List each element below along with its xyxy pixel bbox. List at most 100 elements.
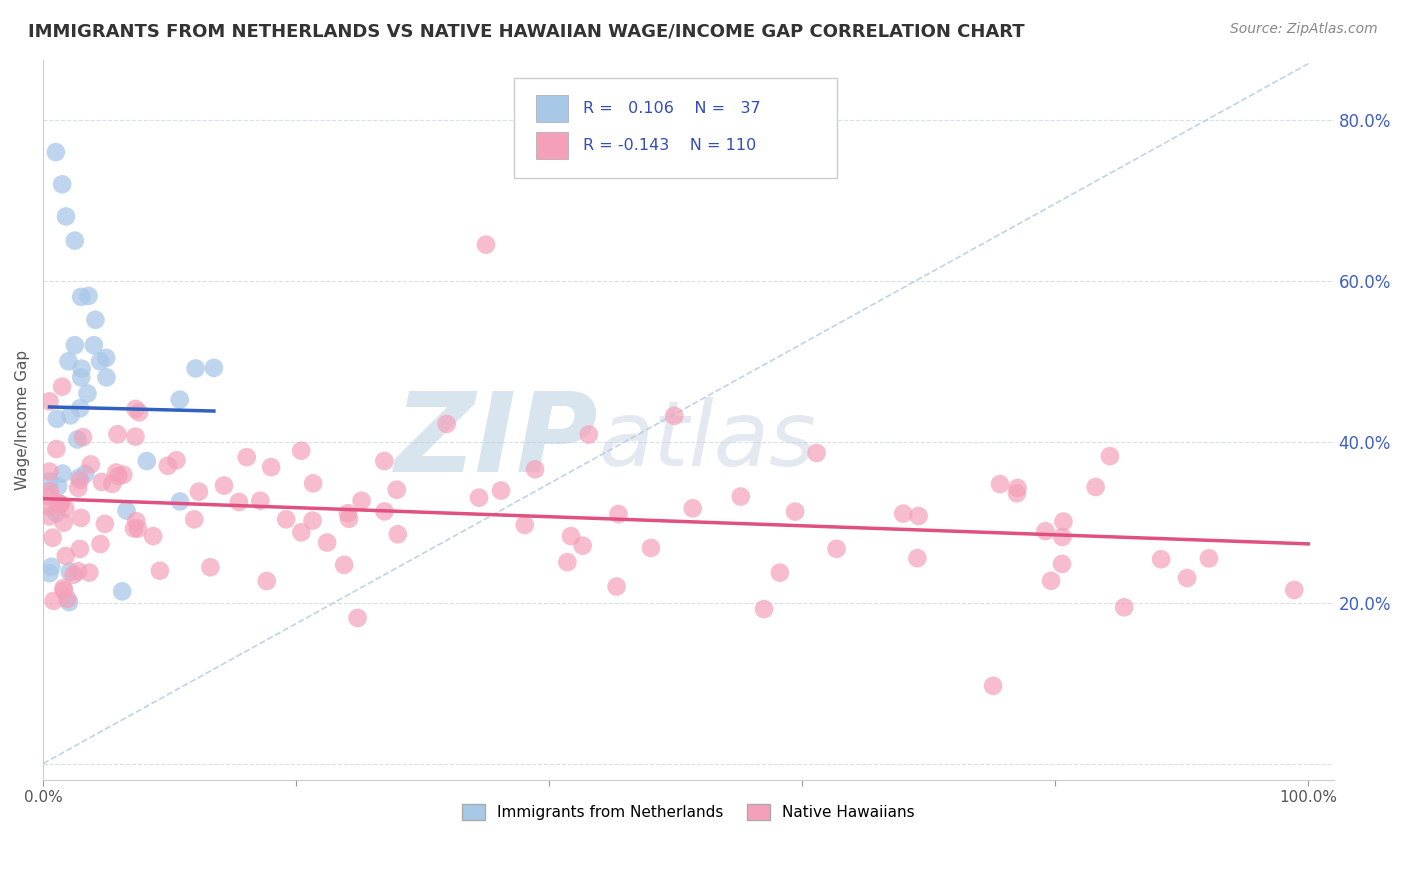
Point xyxy=(48,496,70,510)
Point xyxy=(96,370,118,384)
Point xyxy=(45,145,67,160)
Point xyxy=(59,565,82,579)
Point xyxy=(436,417,458,431)
Text: ZIP: ZIP xyxy=(395,388,598,495)
Point xyxy=(90,475,112,489)
Bar xyxy=(536,132,568,159)
Point xyxy=(513,518,536,533)
Point xyxy=(94,516,117,531)
Point xyxy=(290,443,312,458)
Point xyxy=(52,581,75,595)
Point xyxy=(350,493,373,508)
Point xyxy=(682,501,704,516)
Point xyxy=(52,516,75,530)
Point xyxy=(387,527,409,541)
Text: IMMIGRANTS FROM NETHERLANDS VS NATIVE HAWAIIAN WAGE/INCOME GAP CORRELATION CHART: IMMIGRANTS FROM NETHERLANDS VS NATIVE HA… xyxy=(28,22,1025,40)
Point xyxy=(336,506,359,520)
Point xyxy=(67,471,90,485)
Point xyxy=(1052,515,1074,529)
Point xyxy=(249,493,271,508)
Point xyxy=(1050,557,1073,571)
Point xyxy=(46,479,69,493)
Point xyxy=(66,433,89,447)
Point xyxy=(166,453,188,467)
Point xyxy=(124,401,146,416)
Point xyxy=(373,504,395,518)
Point xyxy=(42,594,65,608)
Point xyxy=(333,558,356,572)
Point xyxy=(70,511,93,525)
Point xyxy=(62,567,84,582)
Point xyxy=(52,583,75,598)
Point xyxy=(55,210,77,224)
Point xyxy=(187,484,209,499)
Point xyxy=(664,409,686,423)
Point xyxy=(301,514,323,528)
Point xyxy=(38,475,60,489)
Point xyxy=(105,466,128,480)
Point xyxy=(49,497,72,511)
Point xyxy=(183,512,205,526)
Point xyxy=(236,450,259,464)
Point xyxy=(67,481,90,495)
Point xyxy=(107,469,129,483)
Legend: Immigrants from Netherlands, Native Hawaiians: Immigrants from Netherlands, Native Hawa… xyxy=(456,797,921,826)
Point xyxy=(122,521,145,535)
Point xyxy=(84,312,107,326)
Point xyxy=(80,458,103,472)
Point xyxy=(149,564,172,578)
Point xyxy=(125,514,148,528)
Point xyxy=(489,483,512,498)
Point xyxy=(640,541,662,555)
Point xyxy=(1284,582,1306,597)
Point xyxy=(115,503,138,517)
Point xyxy=(907,508,929,523)
Text: R = -0.143    N = 110: R = -0.143 N = 110 xyxy=(582,137,756,153)
Point xyxy=(107,427,129,442)
Point xyxy=(202,360,225,375)
Point xyxy=(69,541,91,556)
Point xyxy=(45,442,67,456)
Point xyxy=(346,611,368,625)
Point xyxy=(1114,600,1136,615)
Point xyxy=(891,507,914,521)
Point xyxy=(785,505,807,519)
Point xyxy=(1007,481,1029,495)
Point xyxy=(557,555,579,569)
Point xyxy=(56,591,79,606)
Point xyxy=(63,234,86,248)
Point xyxy=(1175,571,1198,585)
Point xyxy=(51,379,73,393)
Point xyxy=(39,484,62,499)
Point xyxy=(58,354,80,368)
Point xyxy=(1035,524,1057,538)
Point xyxy=(72,430,94,444)
Point xyxy=(58,595,80,609)
Point xyxy=(184,361,207,376)
Point xyxy=(51,467,73,481)
Point xyxy=(228,495,250,509)
Point xyxy=(981,679,1004,693)
Point xyxy=(1150,552,1173,566)
Point xyxy=(1040,574,1063,588)
Point xyxy=(337,512,360,526)
Text: R =   0.106    N =   37: R = 0.106 N = 37 xyxy=(582,101,761,116)
Point xyxy=(83,338,105,352)
Point xyxy=(260,460,283,475)
Point xyxy=(38,465,60,479)
Y-axis label: Wage/Income Gap: Wage/Income Gap xyxy=(15,350,30,490)
Point xyxy=(578,427,600,442)
Point xyxy=(41,531,63,545)
Point xyxy=(38,500,60,514)
Point xyxy=(38,490,60,504)
Point xyxy=(524,462,547,476)
Point xyxy=(76,386,98,401)
Point xyxy=(49,497,72,511)
Point xyxy=(290,525,312,540)
Point xyxy=(212,478,235,492)
Point xyxy=(89,537,111,551)
Point xyxy=(101,476,124,491)
Text: atlas: atlas xyxy=(598,397,815,485)
Point xyxy=(769,566,792,580)
Point xyxy=(142,529,165,543)
